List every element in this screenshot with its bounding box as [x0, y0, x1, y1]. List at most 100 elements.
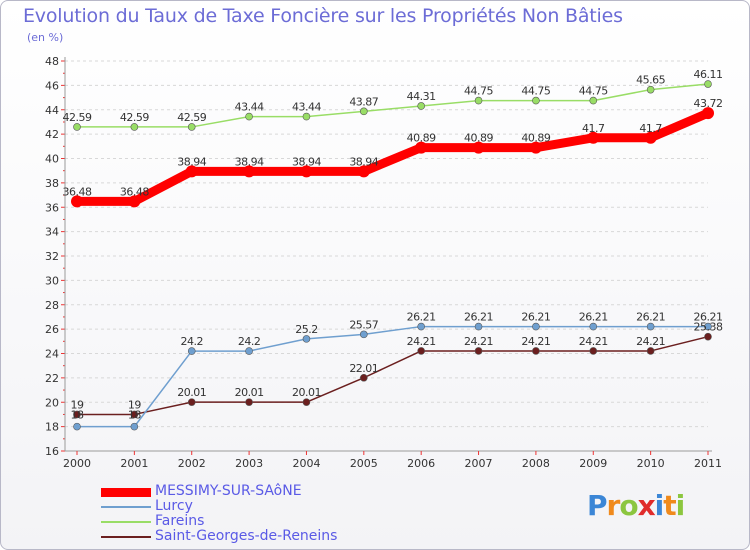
- series-line-Saint-Georges-de-Reneins: [76, 335, 709, 416]
- data-point: [130, 123, 139, 131]
- y-tick-label: 46: [45, 79, 59, 92]
- data-point: [532, 96, 540, 105]
- legend-swatch: [101, 536, 151, 538]
- data-point: [704, 80, 712, 88]
- data-label: 20.01: [292, 386, 321, 399]
- data-point: [245, 112, 253, 121]
- data-label: 44.75: [579, 85, 608, 98]
- data-point: [646, 347, 655, 355]
- data-point: [532, 322, 540, 331]
- data-label: 25.2: [295, 323, 318, 336]
- data-point: [357, 165, 370, 178]
- y-tick-label: 38: [45, 177, 59, 190]
- y-tick-label: 20: [45, 396, 59, 409]
- data-point: [589, 347, 598, 355]
- data-label: 38.94: [177, 155, 206, 168]
- data-point: [243, 165, 256, 178]
- data-label: 42.59: [63, 111, 92, 124]
- data-label: 36.48: [120, 185, 149, 198]
- data-label: 26.21: [464, 311, 493, 324]
- y-tick-label: 42: [45, 128, 59, 141]
- data-point: [130, 422, 139, 431]
- data-point: [589, 96, 598, 105]
- data-point: [302, 335, 311, 343]
- x-tick-label: 2001: [120, 457, 148, 470]
- data-point: [73, 123, 81, 131]
- data-label: 41.7: [582, 122, 605, 135]
- data-label: 36.48: [63, 185, 92, 198]
- logo-letter: i: [654, 489, 665, 522]
- data-label: 38.94: [235, 155, 264, 168]
- data-label: 19: [71, 398, 84, 411]
- data-point: [245, 398, 253, 406]
- data-label: 42.59: [177, 111, 206, 124]
- legend-label: Lurcy: [155, 498, 193, 514]
- y-tick-label: 44: [45, 104, 59, 117]
- legend-label: MESSIMY-SUR-SAôNE: [155, 483, 302, 499]
- data-label: 26.21: [579, 311, 608, 324]
- data-point: [529, 141, 542, 154]
- data-point: [704, 332, 712, 341]
- y-tick-label: 24: [45, 348, 59, 361]
- x-tick-label: 2005: [350, 457, 378, 470]
- data-point: [644, 131, 657, 144]
- x-tick-label: 2003: [235, 457, 263, 470]
- legend-label: Fareins: [155, 513, 205, 529]
- data-label: 20.01: [177, 386, 206, 399]
- data-point: [128, 195, 141, 208]
- data-label: 46.11: [694, 68, 723, 81]
- data-label: 24.21: [579, 335, 608, 348]
- data-point: [587, 131, 600, 144]
- data-point: [415, 141, 428, 154]
- logo-letter: P: [587, 489, 608, 522]
- data-point: [71, 195, 83, 208]
- data-label: 41.7: [639, 122, 662, 135]
- x-tick-label: 2011: [694, 457, 722, 470]
- y-tick-label: 30: [45, 274, 59, 287]
- data-label: 44.75: [464, 85, 493, 98]
- data-point: [646, 85, 655, 94]
- data-point: [185, 165, 198, 178]
- data-point: [360, 373, 368, 382]
- y-tick-label: 48: [45, 55, 59, 68]
- proxiti-logo: Proxiti: [587, 489, 686, 522]
- data-label: 38.94: [292, 155, 321, 168]
- logo-letter: i: [675, 489, 686, 522]
- x-tick-label: 2007: [465, 457, 493, 470]
- x-tick-label: 2004: [292, 457, 320, 470]
- data-point: [474, 322, 483, 331]
- legend-label: Saint-Georges-de-Reneins: [155, 528, 338, 544]
- data-label: 26.21: [636, 311, 665, 324]
- data-label: 43.44: [292, 101, 321, 114]
- y-tick-label: 40: [45, 153, 59, 166]
- data-label: 18: [71, 409, 84, 422]
- data-point: [360, 107, 368, 116]
- y-tick-label: 34: [45, 226, 59, 239]
- data-label: 40.89: [464, 132, 493, 145]
- legend-swatch: [101, 487, 151, 497]
- logo-letter: t: [663, 489, 676, 522]
- data-label: 24.2: [180, 335, 203, 348]
- y-tick-label: 16: [45, 445, 59, 458]
- x-tick-label: 2002: [178, 457, 206, 470]
- data-label: 26.21: [694, 311, 723, 324]
- y-tick-label: 36: [45, 201, 59, 214]
- y-tick-label: 18: [45, 421, 59, 434]
- data-point: [360, 330, 368, 339]
- data-point: [187, 347, 196, 355]
- data-label: 24.21: [464, 335, 493, 348]
- y-tick-label: 22: [45, 372, 59, 385]
- legend-swatch: [101, 521, 151, 523]
- data-label: 44.75: [521, 85, 550, 98]
- x-tick-label: 2009: [579, 457, 607, 470]
- data-point: [474, 96, 483, 105]
- data-label: 19: [128, 398, 141, 411]
- data-label: 24.21: [407, 335, 436, 348]
- data-point: [300, 165, 313, 178]
- data-point: [73, 422, 81, 431]
- data-label: 25.57: [349, 318, 378, 331]
- x-tick-label: 2010: [637, 457, 665, 470]
- data-point: [187, 123, 196, 131]
- data-label: 38.94: [349, 155, 378, 168]
